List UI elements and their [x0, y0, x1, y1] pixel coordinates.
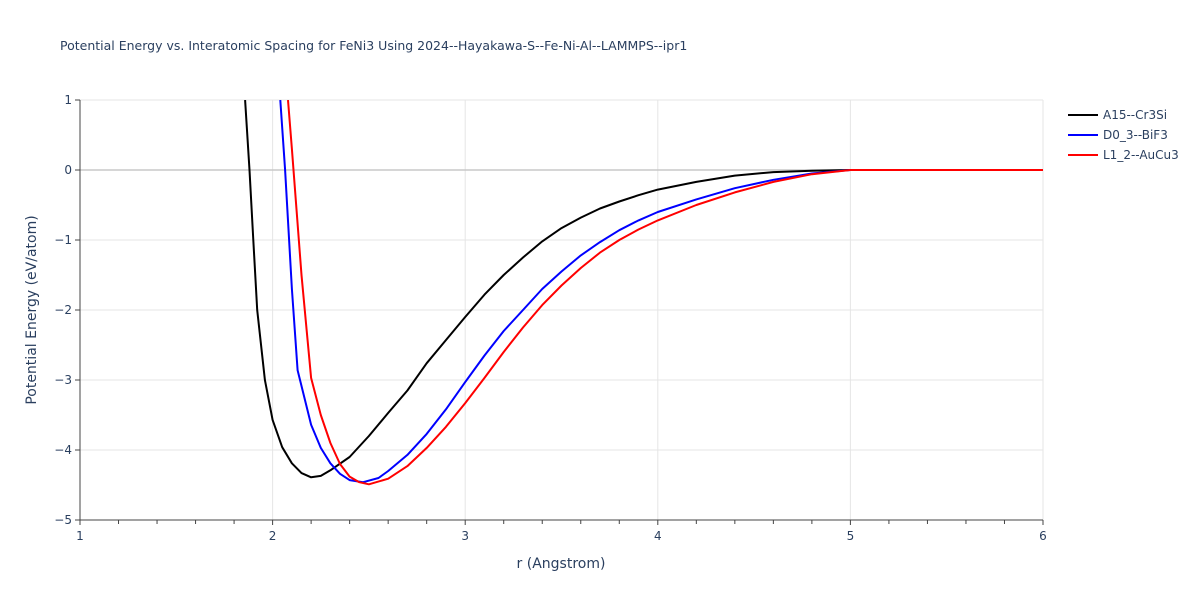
y-tick-label: −3 — [54, 373, 72, 387]
x-axis-label: r (Angstrom) — [517, 556, 606, 572]
x-tick-label: 6 — [1039, 529, 1047, 543]
legend-label: L1_2--AuCu3 — [1103, 148, 1179, 162]
y-tick-label: −4 — [54, 443, 72, 457]
grid — [80, 99, 1044, 521]
y-tick-label: 1 — [64, 93, 72, 107]
y-tick-label: −5 — [54, 513, 72, 527]
x-tick-label: 2 — [269, 529, 277, 543]
series-line-A15--Cr3Si — [244, 100, 1043, 479]
x-tick-label: 4 — [654, 529, 662, 543]
series-line-L1_2--AuCu3 — [287, 100, 1043, 486]
y-tick-label: 0 — [64, 163, 72, 177]
series-line-D0_3--BiF3 — [279, 100, 1043, 484]
y-tick-label: −2 — [54, 303, 72, 317]
y-axis-label: Potential Energy (eV/atom) — [24, 215, 40, 404]
x-tick-label: 5 — [847, 529, 855, 543]
series-lines — [244, 100, 1043, 486]
x-tick-label: 1 — [76, 529, 84, 543]
chart-title: Potential Energy vs. Interatomic Spacing… — [60, 38, 687, 53]
legend-label: D0_3--BiF3 — [1103, 128, 1168, 142]
axes: 1 2 3 4 5 6 1 0 −1 −2 −3 −4 −5 — [54, 93, 1047, 543]
legend-label: A15--Cr3Si — [1103, 108, 1167, 122]
x-tick-label: 3 — [461, 529, 469, 543]
legend: A15--Cr3Si D0_3--BiF3 L1_2--AuCu3 — [1068, 108, 1179, 162]
y-tick-label: −1 — [54, 233, 72, 247]
